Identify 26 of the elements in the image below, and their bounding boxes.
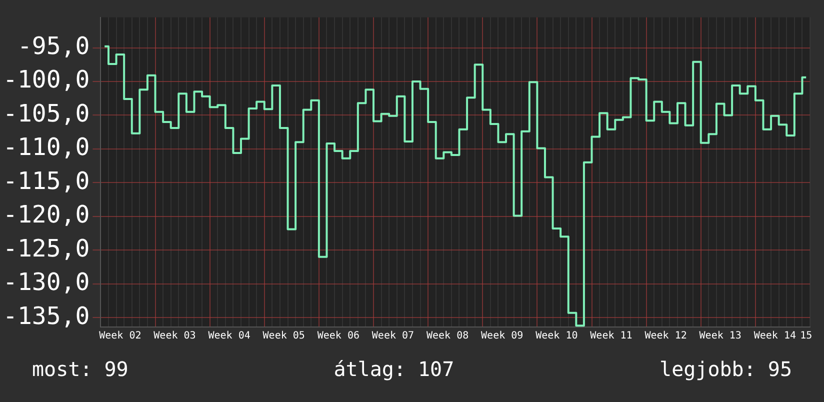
- x-tick-label: Week 07: [372, 330, 414, 342]
- y-tick-label: -125,0: [2, 234, 90, 262]
- y-tick-label: -95,0: [17, 32, 90, 60]
- x-tick-label: Week 14: [754, 330, 796, 342]
- x-tick-label: 15: [800, 330, 812, 342]
- x-tick-label: Week 10: [536, 330, 578, 342]
- x-tick-label: Week 02: [99, 330, 142, 342]
- y-tick-label: -105,0: [2, 99, 90, 128]
- x-tick-label: Week 04: [208, 330, 250, 342]
- y-tick-label: -115,0: [2, 166, 90, 195]
- x-tick-label: Week 09: [481, 330, 524, 342]
- y-tick-label: -120,0: [2, 200, 90, 229]
- y-tick-label: -135,0: [2, 302, 90, 330]
- text: most: 99: [32, 357, 128, 381]
- y-tick-label: -130,0: [2, 268, 90, 296]
- x-tick-label: Week 06: [317, 330, 360, 342]
- x-tick-label: Week 08: [426, 330, 469, 342]
- x-tick-label: Week 11: [590, 330, 632, 342]
- text: átlag: 107: [334, 357, 454, 381]
- y-tick-label: -100,0: [2, 66, 90, 94]
- x-tick-label: Week 05: [262, 330, 305, 342]
- y-tick-label: -110,0: [2, 133, 90, 162]
- x-tick-label: Week 12: [644, 330, 687, 342]
- x-tick-label: Week 13: [699, 330, 742, 342]
- x-tick-label: Week 03: [154, 330, 196, 342]
- text: legjobb: 95: [660, 357, 792, 381]
